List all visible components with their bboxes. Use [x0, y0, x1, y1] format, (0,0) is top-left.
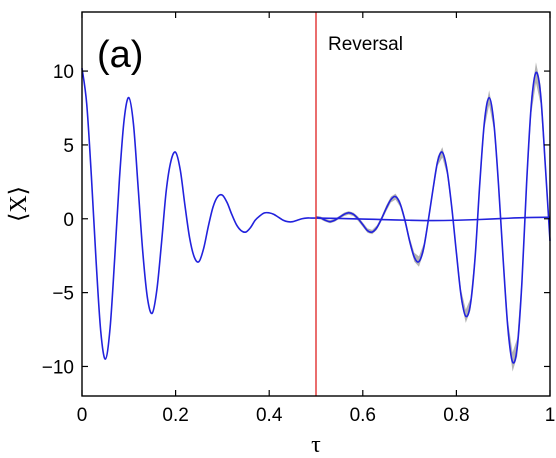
plot-frame [81, 11, 551, 397]
x-axis-ticks: 0 0.2 0.4 0.6 0.8 1 [77, 12, 556, 426]
x-tick-label: 1 [545, 405, 556, 426]
x-tick-label: 0 [77, 405, 88, 426]
y-tick-label: −10 [42, 357, 74, 378]
y-tick-label: 10 [53, 62, 74, 83]
band-reversed-oscillation [316, 62, 550, 372]
x-tick-label: 0.8 [443, 405, 469, 426]
reversal-annotation: Reversal [315, 12, 403, 396]
y-tick-label: 5 [63, 136, 74, 157]
series-forward-residual [315, 216, 551, 222]
y-axis-title: ⟨X⟩ [6, 186, 32, 222]
x-tick-label: 0.4 [256, 405, 283, 426]
x-tick-label: 0.6 [350, 405, 376, 426]
reversal-label: Reversal [328, 34, 403, 55]
series-lines [81, 68, 551, 364]
confidence-bands [316, 62, 550, 372]
x-axis-title: τ [311, 432, 321, 458]
axes [81, 11, 551, 397]
series-forward-oscillation [81, 68, 316, 360]
series-reversed-oscillation [315, 71, 551, 364]
x-tick-label: 0.2 [162, 405, 188, 426]
y-tick-label: 0 [63, 210, 74, 231]
y-tick-label: −5 [52, 284, 74, 305]
panel-label: (a) [97, 34, 143, 76]
y-axis-ticks: −10 −5 0 5 10 [42, 62, 550, 378]
